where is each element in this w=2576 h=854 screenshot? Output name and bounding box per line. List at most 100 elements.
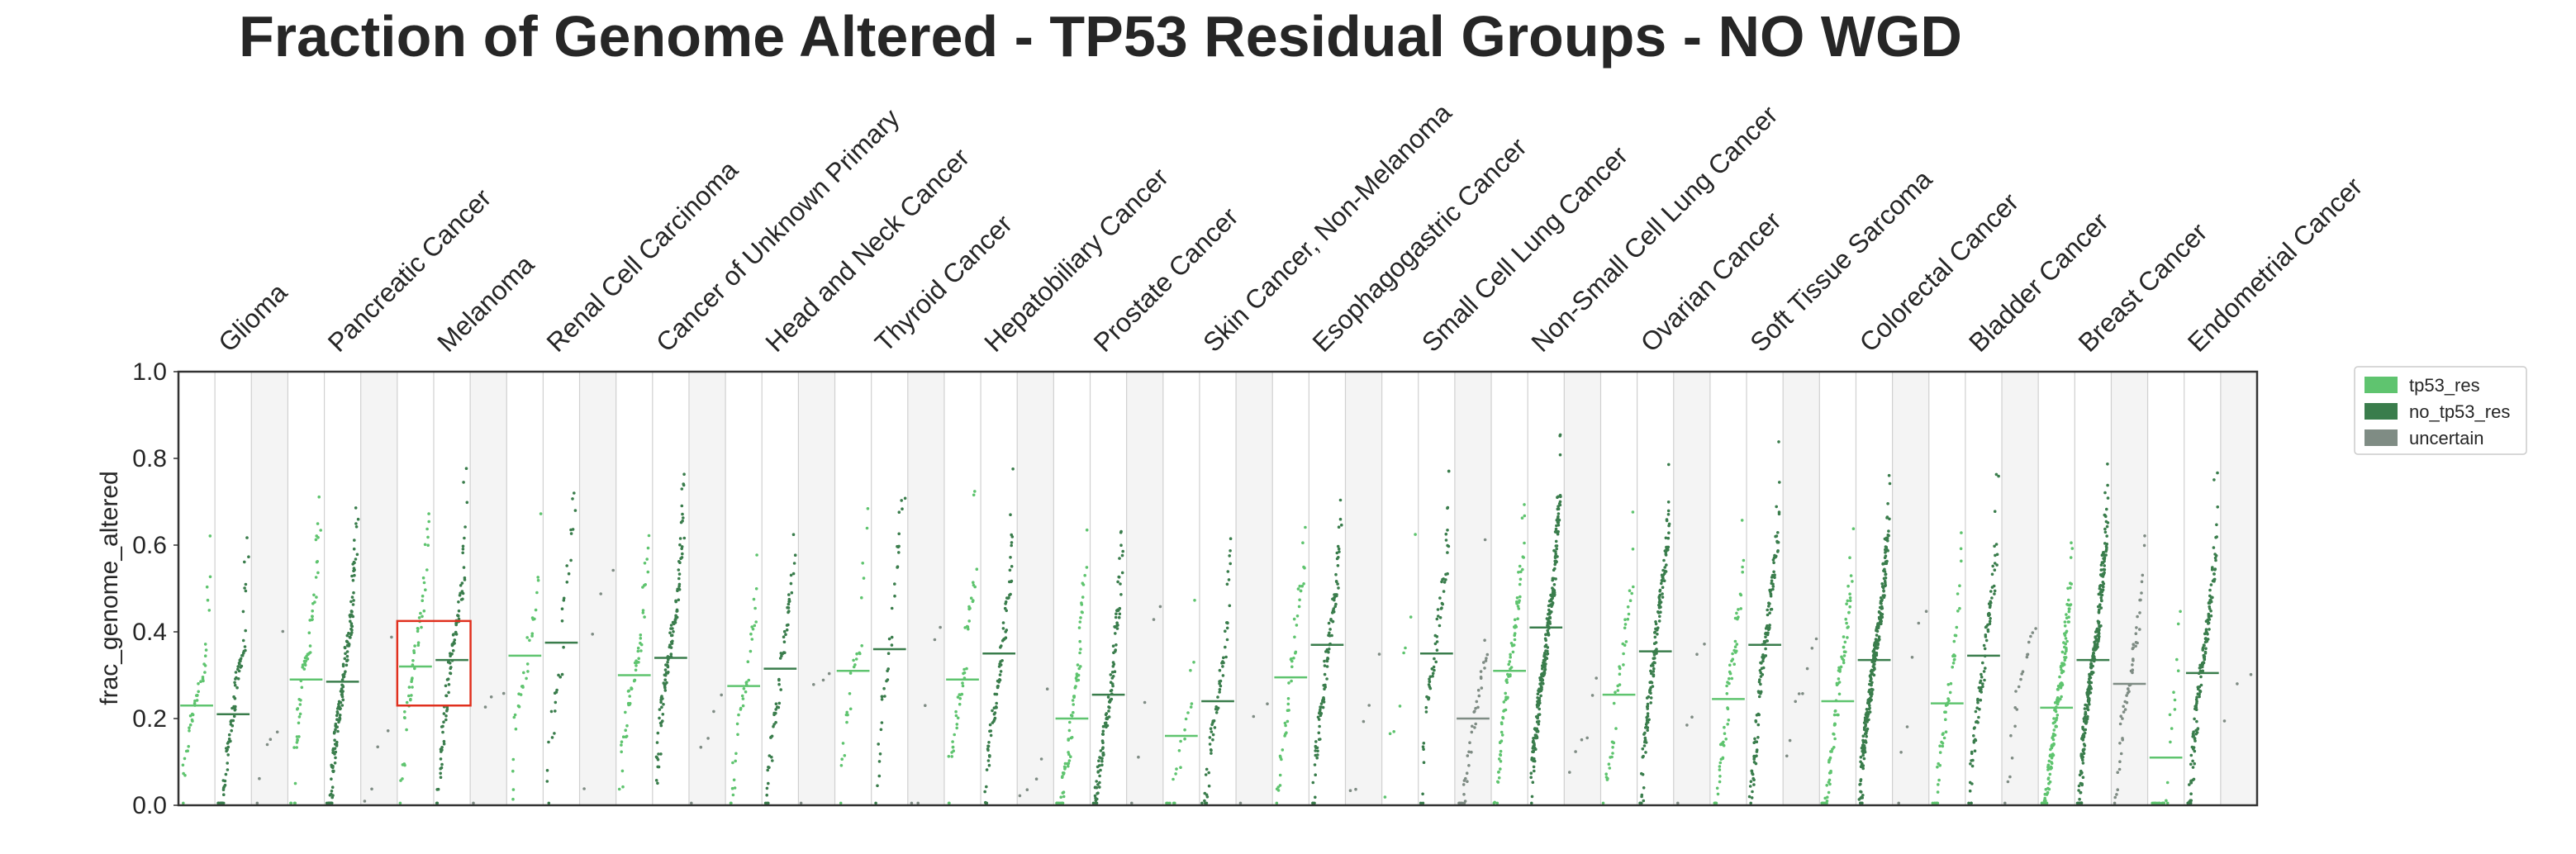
data-point-tp53_res [1069, 755, 1072, 758]
data-point-tp53_res [965, 667, 968, 671]
data-point-tp53_res [1739, 607, 1742, 610]
data-point-tp53_res [624, 710, 627, 714]
data-point-tp53_res [621, 785, 625, 789]
data-point-no_tp53_res [453, 638, 457, 642]
data-point-no_tp53_res [1117, 615, 1121, 619]
data-point-no_tp53_res [993, 716, 997, 720]
data-point-no_tp53_res [1109, 673, 1113, 676]
data-point-no_tp53_res [1654, 641, 1658, 644]
data-point-no_tp53_res [340, 704, 345, 707]
column-band [1345, 372, 1382, 805]
data-point-no_tp53_res [1877, 635, 1881, 638]
data-point-no_tp53_res [1642, 786, 1646, 790]
data-point-tp53_res [1183, 737, 1186, 741]
data-point-no_tp53_res [677, 560, 681, 563]
data-point-no_tp53_res [1010, 541, 1014, 544]
data-point-tp53_res [2052, 728, 2056, 732]
data-point-no_tp53_res [669, 652, 673, 656]
data-point-no_tp53_res [1218, 690, 1221, 694]
data-point-no_tp53_res [1751, 776, 1755, 780]
data-point-no_tp53_res [2211, 566, 2214, 569]
data-point-no_tp53_res [1433, 633, 1438, 638]
data-point-no_tp53_res [2193, 717, 2196, 721]
data-point-no_tp53_res [461, 597, 464, 601]
data-point-uncertain [1474, 722, 1477, 726]
data-point-tp53_res [1511, 650, 1515, 654]
data-point-tp53_res [2066, 586, 2070, 591]
data-point-no_tp53_res [896, 565, 900, 568]
data-point-no_tp53_res [1764, 654, 1768, 657]
data-point-no_tp53_res [2079, 790, 2083, 795]
data-point-no_tp53_res [355, 553, 359, 557]
data-point-no_tp53_res [1205, 801, 1209, 805]
data-point-tp53_res [646, 570, 650, 574]
data-point-no_tp53_res [1888, 482, 1892, 486]
data-point-no_tp53_res [1001, 621, 1005, 624]
data-point-no_tp53_res [1440, 606, 1443, 610]
data-point-no_tp53_res [1755, 754, 1758, 757]
data-point-no_tp53_res [1554, 539, 1558, 543]
data-point-no_tp53_res [1422, 761, 1426, 764]
data-point-tp53_res [314, 538, 318, 542]
data-point-no_tp53_res [1110, 671, 1115, 674]
data-point-no_tp53_res [1994, 472, 1999, 477]
data-point-tp53_res [620, 743, 623, 747]
data-point-tp53_res [2165, 780, 2170, 785]
data-point-no_tp53_res [1884, 536, 1889, 540]
data-point-tp53_res [972, 599, 975, 602]
data-point-no_tp53_res [1010, 579, 1014, 583]
data-point-no_tp53_res [1993, 568, 1997, 572]
data-point-tp53_res [729, 801, 733, 805]
data-point-tp53_res [424, 588, 427, 591]
data-point-no_tp53_res [1208, 736, 1212, 739]
data-point-tp53_res [2054, 724, 2058, 728]
data-point-tp53_res [525, 636, 529, 639]
data-point-no_tp53_res [2196, 692, 2200, 695]
data-point-no_tp53_res [334, 728, 337, 731]
data-point-no_tp53_res [1319, 738, 1322, 741]
legend-swatch-no-tp53-res [2365, 403, 2398, 420]
data-point-no_tp53_res [1757, 695, 1761, 699]
data-point-no_tp53_res [1756, 723, 1761, 727]
data-point-no_tp53_res [1777, 510, 1781, 514]
data-point-no_tp53_res [2081, 776, 2085, 779]
data-point-no_tp53_res [1759, 661, 1762, 665]
data-point-no_tp53_res [349, 627, 353, 631]
data-point-uncertain [1899, 751, 1903, 754]
data-point-tp53_res [839, 764, 844, 767]
data-point-no_tp53_res [1775, 534, 1779, 538]
data-point-tp53_res [2043, 792, 2047, 796]
data-point-no_tp53_res [765, 793, 768, 797]
data-point-no_tp53_res [240, 653, 244, 657]
data-point-uncertain [2132, 643, 2135, 646]
data-point-tp53_res [525, 662, 530, 666]
data-point-tp53_res [1295, 614, 1300, 618]
data-point-tp53_res [411, 686, 414, 689]
data-point-no_tp53_res [349, 622, 354, 625]
data-point-uncertain [2119, 714, 2122, 718]
data-point-no_tp53_res [345, 639, 349, 643]
data-point-no_tp53_res [2195, 719, 2198, 724]
data-point-no_tp53_res [677, 598, 681, 602]
data-point-no_tp53_res [2212, 478, 2216, 482]
data-point-no_tp53_res [787, 597, 791, 601]
data-point-no_tp53_res [1971, 758, 1975, 762]
category-label: Hepatobiliary Cancer [978, 162, 1174, 358]
data-point-tp53_res [2042, 799, 2046, 803]
data-point-no_tp53_res [778, 657, 782, 660]
data-point-uncertain [1462, 793, 1466, 796]
data-point-no_tp53_res [886, 667, 890, 671]
data-point-tp53_res [307, 631, 311, 634]
data-point-tp53_res [639, 633, 643, 637]
data-point-no_tp53_res [1766, 631, 1770, 634]
data-point-no_tp53_res [1761, 659, 1765, 663]
data-point-no_tp53_res [1327, 621, 1331, 625]
data-point-no_tp53_res [2103, 542, 2107, 545]
data-point-no_tp53_res [784, 633, 787, 636]
data-point-no_tp53_res [341, 698, 345, 702]
data-point-tp53_res [300, 686, 304, 690]
data-point-tp53_res [637, 657, 640, 661]
data-point-no_tp53_res [1877, 637, 1881, 641]
data-point-tp53_res [423, 543, 427, 547]
data-point-no_tp53_res [1646, 712, 1650, 715]
